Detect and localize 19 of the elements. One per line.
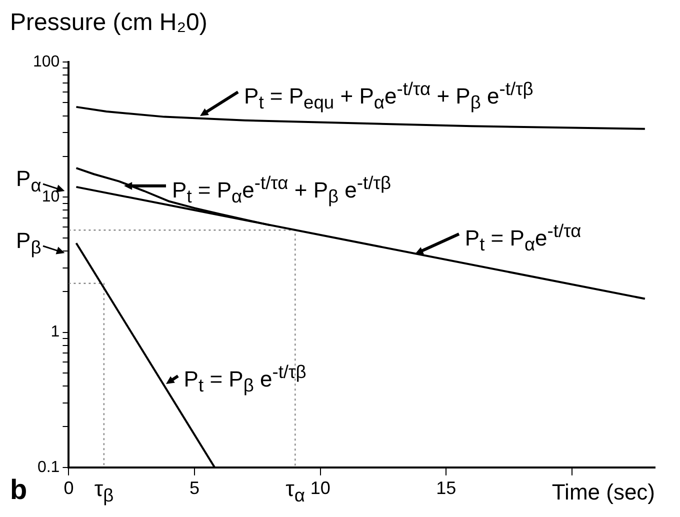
- y-tick-label: 0.1: [37, 458, 60, 476]
- x-axis-title: Time (sec): [552, 479, 656, 504]
- text: P$_{t}$ = P$_{α}$e$^{-t/τα}$ + P$_{β}$ e$^{-t/τβ}$: [172, 172, 391, 207]
- y-tick-label: 1: [50, 324, 60, 341]
- text: b: [10, 474, 28, 506]
- annotation: P$_{t}$ = P$_{β}$ e$^{-t/τβ}$: [184, 360, 306, 396]
- x-tick-label: 10: [310, 478, 330, 498]
- text: P$_{β}$: [16, 228, 42, 258]
- annotation: P$_{t}$ = P$_{α}$e$^{-t/τα}$: [464, 220, 582, 254]
- x-tick-label: 15: [436, 478, 456, 498]
- x-tick-label: 0: [64, 478, 74, 498]
- y-axis-title: Pressure (cm H₂0): [10, 9, 208, 36]
- y-tick-label: 10: [42, 188, 60, 206]
- x-tick-label: 5: [190, 478, 200, 498]
- y-tick-label: 100: [32, 53, 60, 70]
- annotation: τ$_{β}$: [94, 476, 114, 505]
- annotation: τ$_{α}$: [286, 476, 305, 505]
- text: P$_{t}$ = P$_{equ}$ + P$_{α}$e$^{-t/τα}$ + P$_{β}$ e$^{-t/τβ}$: [244, 78, 534, 113]
- text: P$_{α}$: [16, 166, 42, 196]
